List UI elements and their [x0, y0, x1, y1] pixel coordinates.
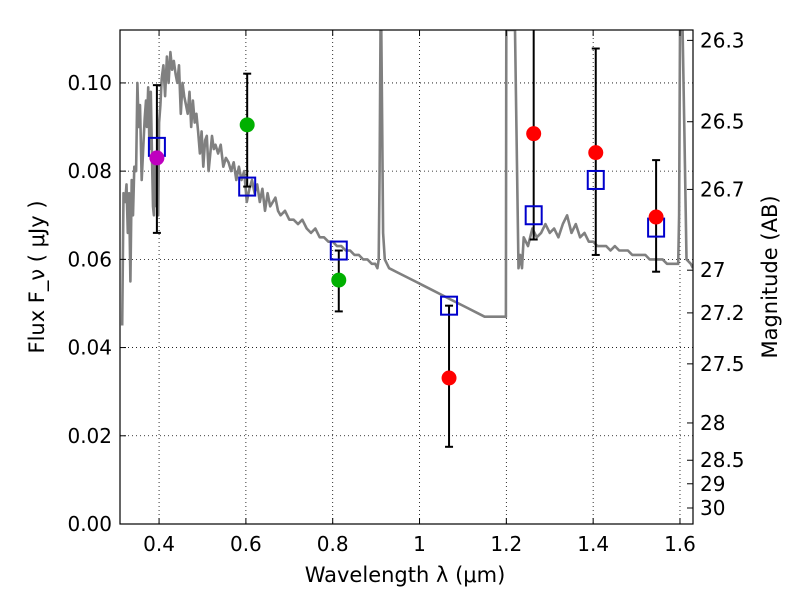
observed-point	[588, 145, 604, 161]
mag-tick-label: 27.5	[700, 352, 745, 376]
observed-point	[331, 272, 347, 288]
mag-tick-label: 26.3	[700, 28, 745, 52]
model-sed-curve	[120, 30, 693, 326]
model-photometry-square	[329, 240, 348, 261]
model-photometry-square	[440, 295, 459, 316]
axis-ticks: 0.4 0.6 0.8 1 1.2 1.4 1.6 0.00 0.02 0.04 0.06 0.08 0…	[67, 28, 744, 556]
x-tick-label: 1.2	[490, 532, 522, 556]
plot-frame	[119, 29, 694, 525]
mag-tick-label: 30	[700, 496, 725, 520]
observed-point	[441, 370, 457, 386]
mag-tick-label: 27	[700, 258, 725, 282]
y-tick-label: 0.04	[67, 336, 112, 360]
x-tick-label: 0.4	[143, 532, 175, 556]
x-tick-label: 1.6	[664, 532, 696, 556]
mag-tick-label: 29	[700, 472, 725, 496]
data-points-layer	[147, 117, 666, 386]
observed-point	[526, 126, 542, 142]
y-tick-label: 0.02	[67, 424, 112, 448]
observed-point	[149, 150, 165, 166]
x-tick-label: 0.6	[230, 532, 262, 556]
x-tick-label: 0.8	[317, 532, 349, 556]
model-photometry-square	[238, 176, 257, 197]
observed-point	[239, 117, 255, 133]
y-tick-label: 0.00	[67, 512, 112, 536]
y-tick-label: 0.06	[67, 247, 112, 271]
mag-tick-label: 26.7	[700, 177, 745, 201]
x-tick-label: 1.4	[577, 532, 609, 556]
model-sed-layer	[120, 30, 693, 326]
y-tick-label: 0.10	[67, 71, 112, 95]
x-tick-label: 1	[413, 532, 426, 556]
y-tick-label: 0.08	[67, 159, 112, 183]
observed-point	[648, 209, 664, 225]
x-axis-label: Wavelength λ (μm)	[305, 563, 506, 587]
mag-tick-label: 28	[700, 411, 725, 435]
right-axis-label: Magnitude (AB)	[758, 195, 782, 358]
error-bars-layer	[152, 30, 661, 448]
mag-tick-label: 27.2	[700, 301, 745, 325]
mag-tick-label: 26.5	[700, 110, 745, 134]
model-photometry-square	[586, 169, 605, 190]
mag-tick-label: 28.5	[700, 448, 745, 472]
model-photometry-square	[524, 205, 543, 226]
y-axis-label: Flux F_ν ( μJy )	[25, 200, 50, 353]
